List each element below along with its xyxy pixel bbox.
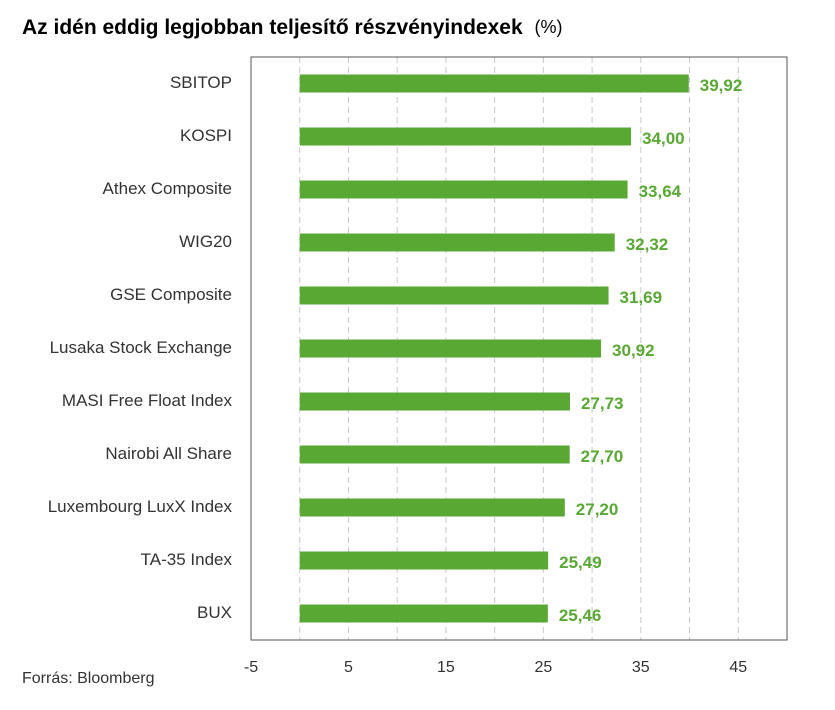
plot-frame: [250, 56, 788, 641]
y-tick-label: GSE Composite: [110, 285, 232, 304]
value-label: 33,64: [639, 182, 682, 201]
source-note: Forrás: Bloomberg: [22, 670, 155, 687]
y-tick-label: BUX: [197, 603, 232, 622]
x-tick-label: 45: [729, 659, 747, 676]
y-tick-label: Lusaka Stock Exchange: [50, 338, 232, 357]
bar: [299, 127, 632, 146]
bar: [299, 74, 689, 93]
bar: [299, 339, 602, 358]
value-label: 34,00: [642, 129, 685, 148]
bar: [299, 180, 628, 199]
x-tick-label: 35: [632, 659, 650, 676]
x-tick-label: 25: [534, 659, 552, 676]
y-tick-label: WIG20: [179, 232, 232, 251]
value-label: 39,92: [700, 76, 743, 95]
x-tick-label: 15: [437, 659, 455, 676]
chart-title-unit: (%): [534, 17, 562, 37]
bar: [299, 604, 548, 623]
chart-title: Az idén eddig legjobban teljesítő részvé…: [22, 16, 523, 39]
y-tick-label: SBITOP: [170, 73, 232, 92]
bar: [299, 392, 570, 411]
y-tick-label: Nairobi All Share: [105, 444, 232, 463]
y-tick-label: Athex Composite: [103, 179, 232, 198]
y-tick-label: MASI Free Float Index: [62, 391, 233, 410]
bar: [299, 551, 549, 570]
bar: [299, 498, 565, 517]
value-label: 30,92: [612, 341, 655, 360]
y-tick-label: KOSPI: [180, 126, 232, 145]
y-tick-label: Luxembourg LuxX Index: [48, 497, 233, 516]
x-tick-label: 5: [344, 659, 353, 676]
value-label: 31,69: [620, 288, 663, 307]
value-label: 27,73: [581, 394, 624, 413]
y-tick-label: TA-35 Index: [141, 550, 233, 569]
value-label: 32,32: [626, 235, 669, 254]
value-label: 27,70: [581, 447, 624, 466]
bar: [299, 286, 609, 305]
bar: [299, 233, 615, 252]
value-label: 25,46: [559, 606, 602, 625]
value-label: 27,20: [576, 500, 619, 519]
chart-title-line: Az idén eddig legjobban teljesítő részvé…: [22, 16, 562, 39]
bar: [299, 445, 570, 464]
value-label: 25,49: [559, 553, 602, 572]
x-tick-label: -5: [244, 659, 258, 676]
